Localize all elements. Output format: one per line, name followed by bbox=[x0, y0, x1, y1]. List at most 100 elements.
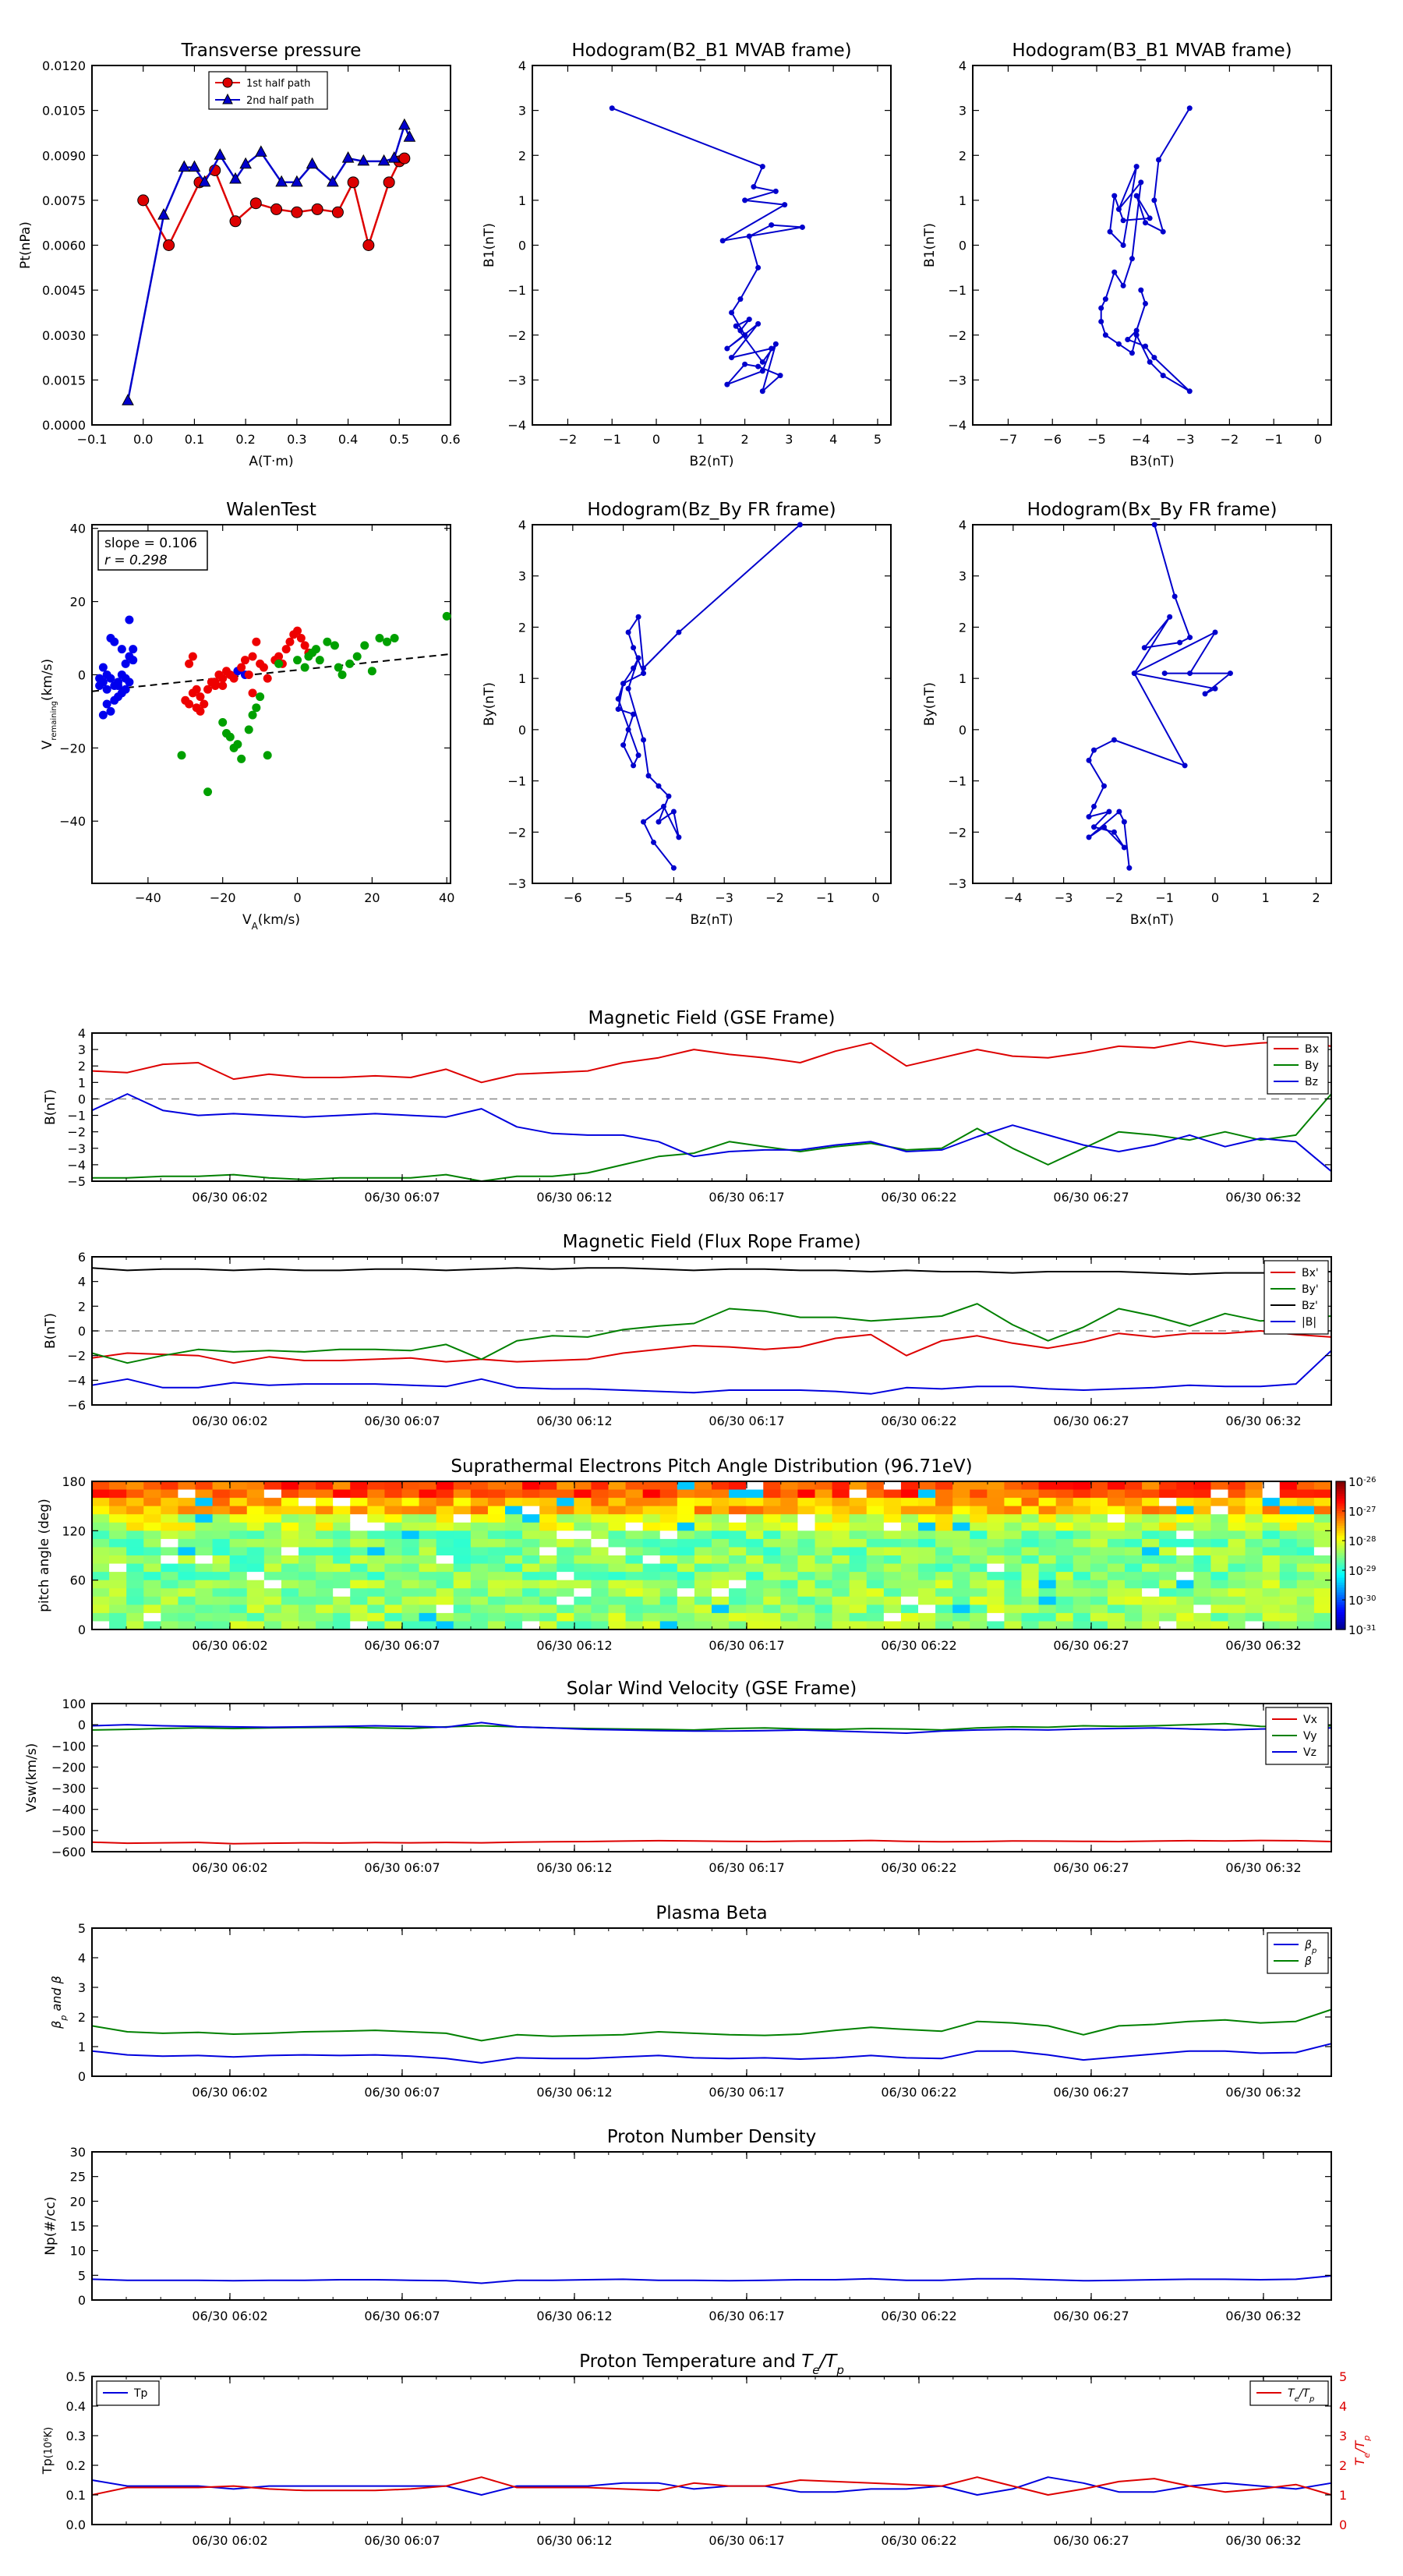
pad-cell bbox=[419, 1506, 437, 1515]
hodo_bzby-point bbox=[635, 655, 641, 661]
pad-cell bbox=[453, 1555, 472, 1565]
pad-cell bbox=[763, 1563, 781, 1573]
pad-cell bbox=[677, 1555, 695, 1565]
mag_fr-ytick-label: 2 bbox=[78, 1299, 86, 1314]
pad-cell bbox=[539, 1481, 557, 1491]
walen-series-1 bbox=[95, 615, 249, 720]
hodo_b3b1-point bbox=[1111, 269, 1118, 275]
hodo_bxby-ytick-label: 0 bbox=[959, 723, 967, 738]
pad-cell bbox=[316, 1506, 334, 1515]
pad-cell bbox=[92, 1538, 110, 1548]
pad-cell bbox=[109, 1506, 127, 1515]
pad-cell bbox=[1210, 1605, 1229, 1614]
hodo_b2b1-ytick-label: 1 bbox=[518, 193, 526, 208]
pad-cell bbox=[1193, 1605, 1212, 1614]
pad-cell bbox=[591, 1514, 610, 1523]
pad-cell bbox=[815, 1506, 833, 1515]
pad-cell bbox=[832, 1538, 850, 1548]
pad-cell bbox=[815, 1605, 833, 1614]
pad-cell bbox=[470, 1612, 489, 1622]
pad-cell bbox=[92, 1563, 110, 1573]
pad-cell bbox=[815, 1572, 833, 1581]
pad-cell bbox=[143, 1514, 161, 1523]
pad-cell bbox=[178, 1580, 196, 1589]
pad-cell bbox=[401, 1498, 420, 1507]
pad-cell bbox=[746, 1498, 764, 1507]
hodo_b3b1-point bbox=[1133, 332, 1140, 338]
pad-cell bbox=[935, 1563, 953, 1573]
pad-cell bbox=[195, 1580, 214, 1589]
hodo_bzby-ytick-label: 2 bbox=[518, 620, 526, 635]
pad-cell bbox=[1004, 1498, 1023, 1507]
hodo_b3b1-point bbox=[1138, 287, 1144, 293]
pad-cell bbox=[849, 1522, 868, 1531]
pad-cell bbox=[316, 1522, 334, 1531]
pad-colorbar-label: 10-27 bbox=[1348, 1505, 1376, 1519]
pad-cell bbox=[1228, 1588, 1246, 1598]
pad-cell bbox=[1159, 1530, 1177, 1540]
hodo_bxby-point bbox=[1177, 639, 1183, 646]
pad-cell bbox=[625, 1489, 644, 1499]
hodo_bxby-point bbox=[1151, 522, 1157, 528]
beta-series-2 bbox=[91, 2008, 1332, 2042]
pad-cell bbox=[350, 1514, 368, 1523]
pad-cell bbox=[333, 1605, 351, 1614]
pad-cell bbox=[1021, 1563, 1040, 1573]
pad-cell bbox=[694, 1612, 712, 1622]
pad-cell bbox=[246, 1530, 265, 1540]
pad-cell bbox=[92, 1547, 110, 1556]
pad-cell bbox=[763, 1612, 781, 1622]
hodo_b2b1-ytick-label: −4 bbox=[507, 418, 526, 433]
pad-cell bbox=[522, 1498, 540, 1507]
pad-cell bbox=[763, 1547, 781, 1556]
pad-cell bbox=[92, 1555, 110, 1565]
pad-cell bbox=[350, 1588, 368, 1598]
pad-cell bbox=[522, 1580, 540, 1589]
hodo_b2b1-point bbox=[772, 188, 779, 194]
walen-xtick-label: 0 bbox=[293, 890, 301, 905]
walen-slope: slope = 0.106 bbox=[104, 536, 197, 551]
pad-cell bbox=[109, 1588, 127, 1598]
pad-cell bbox=[591, 1547, 610, 1556]
pad-cell bbox=[625, 1580, 644, 1589]
pad-cell bbox=[212, 1530, 231, 1540]
walen-annotation-box bbox=[97, 530, 208, 571]
transverse-point bbox=[403, 130, 416, 142]
pad-cell bbox=[608, 1489, 627, 1499]
pad-cell bbox=[1090, 1538, 1108, 1548]
pad-colorbar-step bbox=[1336, 1488, 1345, 1492]
pad-cell bbox=[109, 1580, 127, 1589]
hodo_bxby-point bbox=[1090, 824, 1097, 830]
pad-cell bbox=[797, 1563, 816, 1573]
pad-cell bbox=[763, 1489, 781, 1499]
mag_fr-ytick-label: 4 bbox=[78, 1275, 86, 1290]
hodo_bxby-title: Hodogram(Bx_By FR frame) bbox=[1027, 500, 1278, 520]
pad-cell bbox=[1073, 1498, 1091, 1507]
pad-cell bbox=[832, 1489, 850, 1499]
pad-cell bbox=[729, 1538, 747, 1548]
pad-cell bbox=[1296, 1580, 1315, 1589]
pad-cell bbox=[539, 1530, 557, 1540]
pad-cell bbox=[1055, 1572, 1074, 1581]
pad-cell bbox=[1262, 1489, 1281, 1499]
walen-point bbox=[229, 674, 239, 683]
pad-cell bbox=[1073, 1481, 1091, 1491]
pad-cell bbox=[712, 1547, 730, 1556]
pad-cell bbox=[746, 1530, 764, 1540]
pad-cell bbox=[1296, 1596, 1315, 1605]
transverse-xtick-label: 0.5 bbox=[390, 432, 409, 447]
transverse-legend-label: 2nd half path bbox=[246, 95, 314, 107]
hodo_bzby-point bbox=[631, 665, 637, 671]
transverse-point bbox=[249, 197, 262, 210]
transverse-legend-marker bbox=[222, 77, 233, 88]
hodo_bxby-line bbox=[1088, 524, 1232, 869]
transverse-point bbox=[229, 172, 242, 184]
walen-xtick-label: −20 bbox=[210, 890, 236, 905]
pad-cell bbox=[161, 1596, 179, 1605]
walen-point bbox=[203, 787, 213, 797]
pad-cell bbox=[1073, 1555, 1091, 1565]
pad-cell bbox=[470, 1530, 489, 1540]
mag_gse-title: Magnetic Field (GSE Frame) bbox=[588, 1008, 836, 1028]
pad-cell bbox=[1107, 1530, 1126, 1540]
tp-ytick-label: 0.0 bbox=[66, 2518, 86, 2532]
